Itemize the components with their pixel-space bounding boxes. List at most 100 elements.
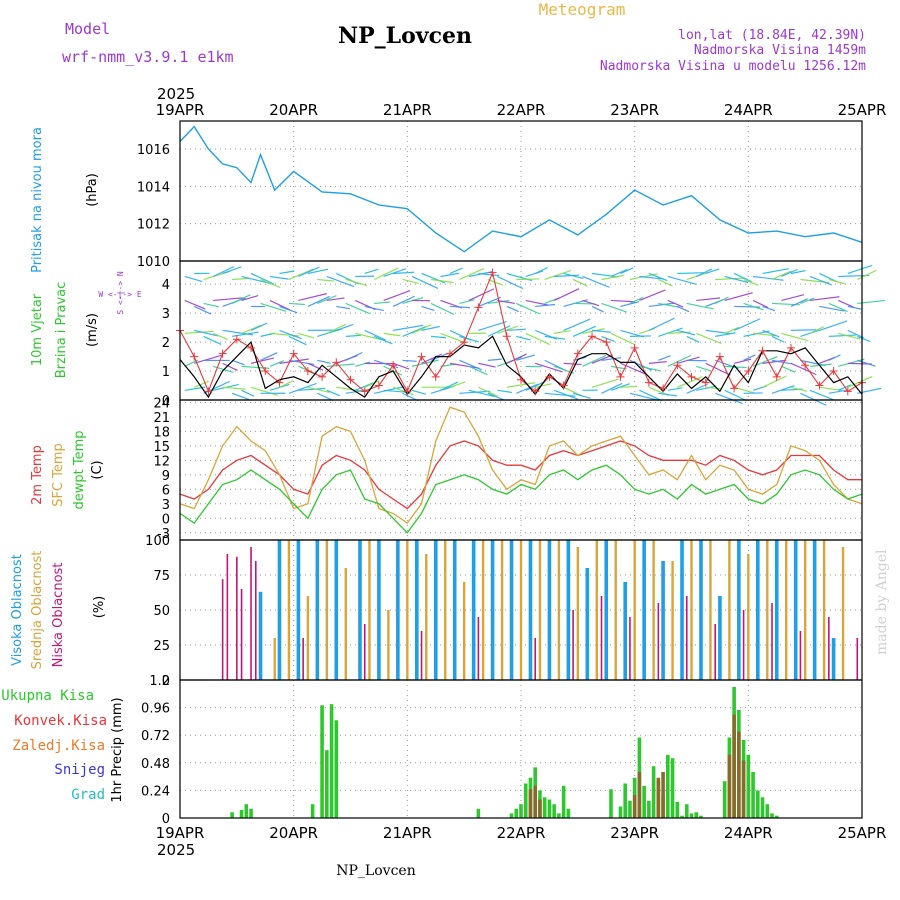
wind-arrow [686, 383, 709, 394]
wind-arrow [544, 392, 576, 397]
date-label-bottom: 22APR [497, 824, 546, 842]
precip-ytick-label: 0.72 [141, 729, 170, 744]
cloud-bar [452, 540, 457, 680]
wind-arrow [411, 275, 439, 289]
wind-arrow [658, 355, 671, 361]
wind-arrow [250, 272, 274, 285]
cloud-bar [254, 561, 257, 680]
wind-gust-marker [673, 361, 682, 370]
wind-arrow [421, 305, 435, 312]
wind-arrow [847, 375, 873, 388]
wind-arrow [288, 268, 314, 281]
wind-arrow [194, 329, 219, 337]
precip-bar [684, 804, 689, 818]
wind-arrow [696, 385, 717, 391]
wind-arrow [440, 272, 460, 278]
precip-bar [509, 813, 514, 818]
cloud-bar [258, 591, 263, 680]
cloud-bar [471, 540, 476, 680]
wind-gust-marker [318, 372, 327, 381]
wind-arrow [696, 365, 711, 372]
cloud-bar [671, 561, 674, 680]
temp-ytick-label: 15 [153, 440, 170, 455]
wind-arrow [336, 305, 351, 310]
temp-ylabel-a: 2m Temp [30, 445, 45, 505]
wind-arrow [610, 383, 630, 391]
precip-bar [760, 797, 765, 818]
wind-arrow [809, 326, 825, 334]
wind-arrow [591, 354, 614, 364]
wind-compass-vertical: S <-|-> N [116, 271, 125, 315]
wind-arrow [582, 275, 610, 288]
precip-bar [476, 808, 481, 818]
cloud-bar [661, 561, 665, 680]
wind-arrow [345, 351, 363, 361]
precip-bar [732, 714, 736, 818]
wind-arrow [724, 275, 749, 284]
temp-ytick-label: 3 [162, 498, 170, 513]
wind-arrow [364, 305, 384, 312]
wind-arrow [317, 295, 337, 304]
cloud-ytick-label: 25 [153, 639, 170, 654]
cloud-bar [396, 540, 400, 680]
precip-ytick-label: 0.24 [141, 784, 170, 799]
wind-arrow [857, 335, 871, 343]
cloud-bar [344, 568, 347, 680]
wind-arrow [534, 267, 548, 275]
wind-arrow [317, 359, 331, 364]
wind-arrow [478, 362, 496, 368]
wind-arrow [857, 269, 877, 281]
wind-arrow [781, 332, 809, 342]
wind-arrow [828, 302, 848, 313]
cloud-bar [557, 540, 561, 680]
wind-gust-marker [289, 349, 298, 358]
wind-arrow [525, 332, 551, 346]
wind-arrow [828, 389, 848, 394]
wind-arrow [326, 389, 340, 397]
cloud-ytick-label: 75 [153, 569, 170, 584]
wind-arrow [648, 361, 667, 364]
legend-snow: Snijeg [54, 762, 105, 778]
cloud-bar [566, 540, 571, 680]
cloud-bar [273, 638, 276, 680]
wind-arrow [591, 305, 604, 313]
cloud-bar [572, 610, 574, 680]
precip-bar [523, 783, 528, 818]
wind-arrow [355, 382, 374, 391]
wind-gust-marker [843, 387, 852, 396]
wind-arrow [781, 294, 805, 302]
date-label-bottom: 20APR [269, 824, 318, 842]
wind-arrow [790, 298, 808, 307]
cloud-bar [277, 540, 282, 680]
wind-arrow [374, 386, 404, 394]
date-label-bottom: 25APR [838, 824, 887, 842]
cloud-bar [831, 638, 836, 680]
wind-arrow [781, 268, 798, 278]
precip-bar [623, 783, 627, 818]
precip-bar [547, 799, 552, 818]
wind-arrow [809, 275, 832, 286]
year-top: 2025 [157, 85, 195, 103]
wind-arrow [572, 278, 588, 287]
precip-ytick-label: 1.2 [149, 674, 170, 689]
wind-arrow [572, 325, 597, 337]
wind-arrow [610, 332, 636, 346]
tick-labels: 10161014101210104321024211815129630-3100… [137, 101, 887, 842]
wind-arrow [222, 386, 246, 390]
cloud-bar [306, 596, 310, 680]
wind-gust-marker [389, 361, 398, 370]
wind-arrow [298, 387, 326, 391]
wind-arrow [392, 386, 414, 396]
cloud-bar [425, 554, 428, 680]
model-elevation-label: Nadmorska Visina u modelu 1256.12m [600, 59, 866, 74]
wind-arrow [572, 392, 591, 399]
cloud-bar [709, 540, 712, 680]
wind-arrow [809, 363, 832, 367]
cloud-bar [500, 540, 504, 680]
wind-arrow [800, 297, 815, 304]
wind-arrow [677, 305, 690, 313]
wind-arrow [667, 299, 684, 308]
wind-arrow [506, 328, 526, 331]
cloud-ytick-label: 0 [162, 674, 170, 689]
